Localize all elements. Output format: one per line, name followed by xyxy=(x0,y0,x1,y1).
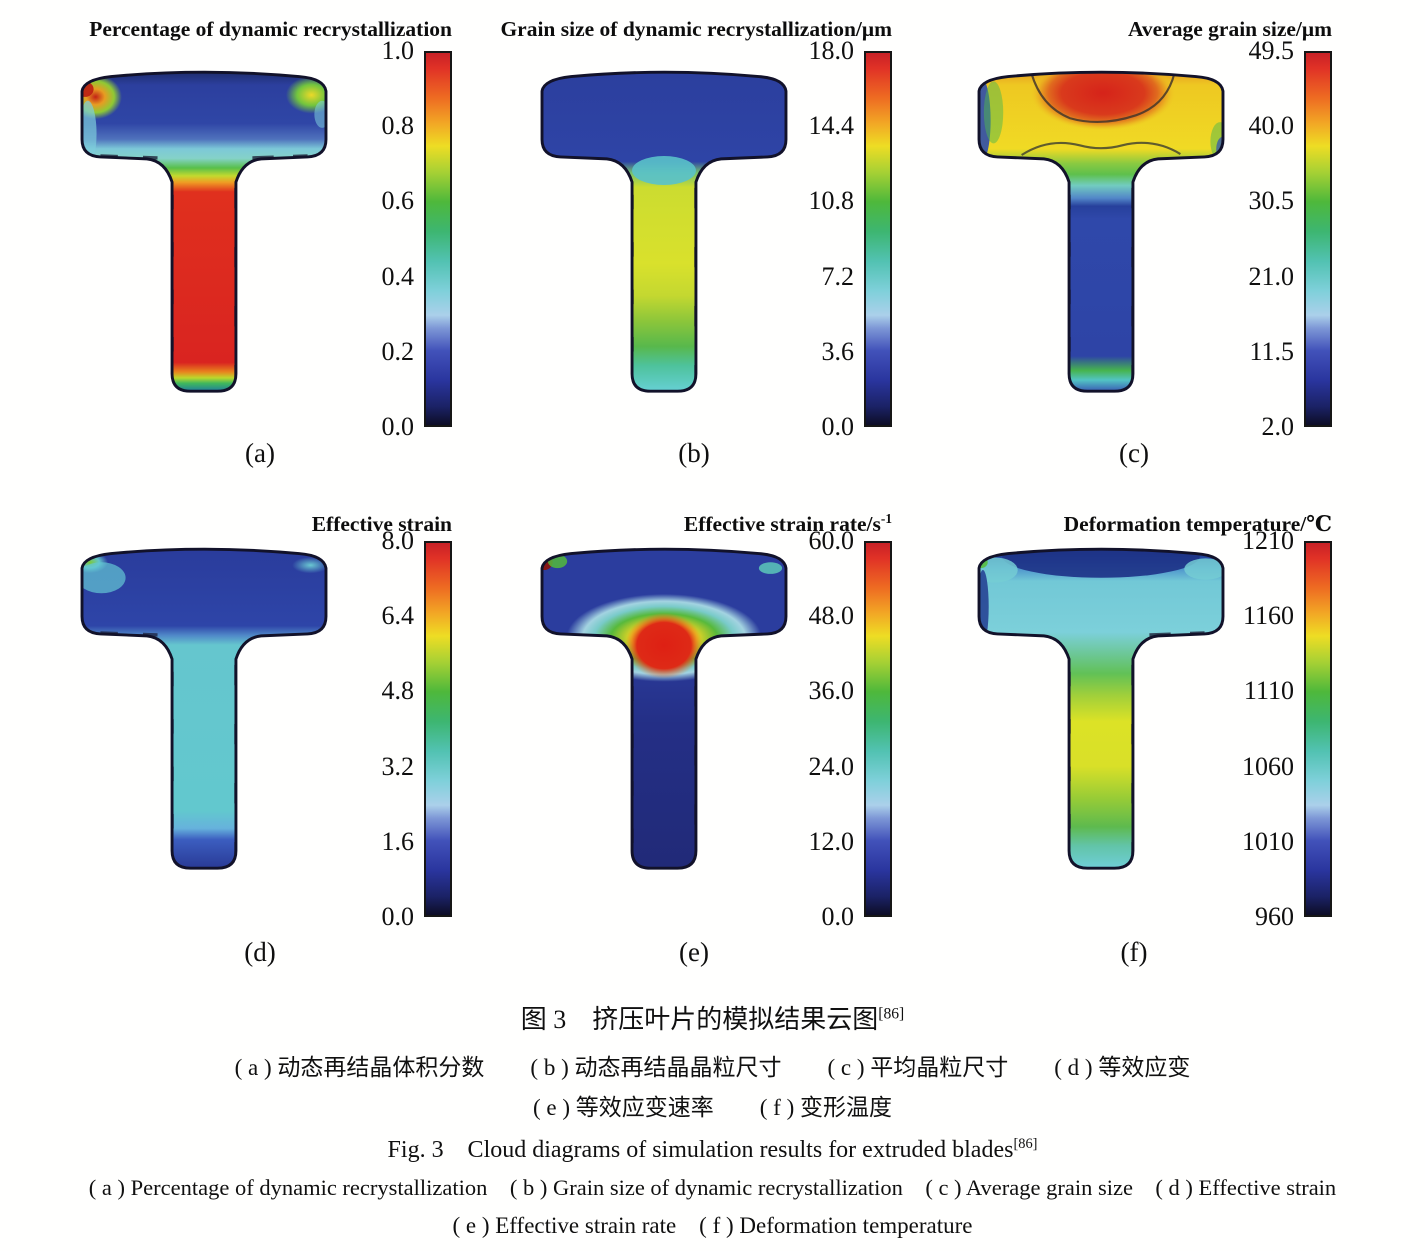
panel-letter-d: (d) xyxy=(244,937,276,967)
colorbar-tick: 1010 xyxy=(1242,826,1294,856)
panel-d: Effective strain xyxy=(60,505,460,977)
colorbar-tick: 11.5 xyxy=(1249,336,1294,366)
colorbar-tick: 30.5 xyxy=(1248,186,1295,216)
colorbar-ticks-f: 1210 1160 1110 1060 1010 960 xyxy=(1184,528,1294,930)
colorbar xyxy=(424,51,452,427)
panel-letter-a: (a) xyxy=(245,438,275,468)
colorbar-ticks-c: 49.5 40.0 30.5 21.0 11.5 2.0 xyxy=(1184,38,1295,440)
caption-en-subitems-2: ( e ) Effective strain rate ( f ) Deform… xyxy=(452,1213,973,1238)
colorbar-tick: 14.4 xyxy=(808,111,855,141)
colorbar xyxy=(1304,51,1332,427)
panel-title-e-sup: -1 xyxy=(880,511,892,526)
panel-title-e: Effective strain rate/s-1 xyxy=(683,511,892,537)
colorbar-tick: 0.6 xyxy=(381,186,415,216)
colorbar xyxy=(864,541,892,917)
colorbar-ticks-e: 60.0 48.0 36.0 24.0 12.0 0.0 xyxy=(744,528,855,930)
blade-contour-f xyxy=(977,547,1225,870)
caption-en-title: Fig. 3 Cloud diagrams of simulation resu… xyxy=(0,1129,1425,1164)
caption-zh-title-ref: [86] xyxy=(878,1005,905,1023)
panel-c: Average grain size/μm xyxy=(928,14,1340,484)
panel-title-c-text: Average grain size/μm xyxy=(1127,17,1332,42)
colorbar-tick: 1060 xyxy=(1242,751,1294,781)
panel-f: Deformation temperature/℃ xyxy=(928,505,1340,977)
blade-contour-c xyxy=(977,70,1225,393)
colorbar-tick: 0.8 xyxy=(381,111,415,141)
colorbar-tick: 1160 xyxy=(1242,601,1294,631)
colorbar-tick: 6.4 xyxy=(381,601,415,631)
panel-title-e-text: Effective strain rate/s xyxy=(683,512,881,537)
blade-contour-a xyxy=(80,70,328,393)
colorbar-tick: 2.0 xyxy=(1261,412,1295,441)
colorbar xyxy=(424,541,452,917)
caption-zh-title-text: 图 3 挤压叶片的模拟结果云图 xyxy=(520,1005,879,1034)
caption-zh-subitems-1: ( a ) 动态再结晶体积分数 ( b ) 动态再结晶晶粒尺寸 ( c ) 平均… xyxy=(234,1055,1191,1080)
caption-en-title-text: Fig. 3 Cloud diagrams of simulation resu… xyxy=(387,1137,1014,1163)
panel-title-b: Grain size of dynamic recrystallization/… xyxy=(500,17,892,42)
colorbar-tick: 8.0 xyxy=(381,526,415,555)
colorbar-ticks-a: 1.0 0.8 0.6 0.4 0.2 0.0 xyxy=(304,38,415,440)
colorbar-tick: 36.0 xyxy=(808,676,855,706)
panel-title-d: Effective strain xyxy=(312,512,452,537)
colorbar-tick: 3.2 xyxy=(381,751,415,781)
colorbar-tick: 10.8 xyxy=(808,186,855,216)
colorbar-tick: 0.0 xyxy=(821,902,855,931)
colorbar-tick: 1110 xyxy=(1243,676,1294,706)
colorbar xyxy=(1304,541,1332,917)
caption-zh-subitems-2: ( e ) 等效应变速率 ( f ) 变形温度 xyxy=(532,1095,892,1120)
colorbar-tick: 40.0 xyxy=(1248,111,1295,141)
colorbar-tick: 0.0 xyxy=(381,902,415,931)
colorbar-tick: 0.0 xyxy=(821,412,855,441)
panel-letter-c: (c) xyxy=(1119,438,1149,468)
colorbar-tick: 1.0 xyxy=(381,36,415,65)
colorbar-tick: 0.4 xyxy=(381,261,415,291)
panel-title-f-text: Deformation temperature/℃ xyxy=(1063,512,1332,537)
panel-title-b-text: Grain size of dynamic recrystallization/… xyxy=(500,17,892,42)
blade-contour-b xyxy=(540,70,788,393)
colorbar-tick: 18.0 xyxy=(808,36,855,65)
panel-title-a-text: Percentage of dynamic recrystallization xyxy=(89,17,452,42)
colorbar-tick: 24.0 xyxy=(808,751,855,781)
colorbar-ticks-d: 8.0 6.4 4.8 3.2 1.6 0.0 xyxy=(304,528,415,930)
panel-letter-f: (f) xyxy=(1120,937,1148,967)
panel-title-d-text: Effective strain xyxy=(311,512,452,537)
panel-a: Percentage of dynamic recrystallization xyxy=(60,14,460,484)
colorbar-ticks-b: 18.0 14.4 10.8 7.2 3.6 0.0 xyxy=(744,38,855,440)
colorbar-tick: 60.0 xyxy=(808,526,855,555)
blade-contour-e xyxy=(540,547,788,870)
colorbar-tick: 960 xyxy=(1255,902,1294,931)
colorbar xyxy=(864,51,892,427)
caption-en-subitems-1: ( a ) Percentage of dynamic recrystalliz… xyxy=(88,1175,1337,1200)
colorbar-tick: 3.6 xyxy=(821,336,855,366)
panel-title-c: Average grain size/μm xyxy=(1128,17,1332,42)
colorbar-tick: 48.0 xyxy=(808,601,855,631)
panel-e: Effective strain rate/s-1 xyxy=(488,505,900,977)
colorbar-tick: 21.0 xyxy=(1248,261,1295,291)
blade-contour-d xyxy=(80,547,328,870)
colorbar-tick: 0.0 xyxy=(381,412,415,441)
colorbar-tick: 49.5 xyxy=(1248,36,1295,65)
colorbar-tick: 12.0 xyxy=(808,826,855,856)
colorbar-tick: 4.8 xyxy=(381,676,415,706)
panel-letter-b: (b) xyxy=(678,438,710,468)
panel-b: Grain size of dynamic recrystallization/… xyxy=(488,14,900,484)
colorbar-tick: 7.2 xyxy=(821,261,855,291)
colorbar-tick: 1210 xyxy=(1242,526,1294,555)
panel-title-a: Percentage of dynamic recrystallization xyxy=(89,17,452,42)
colorbar-tick: 0.2 xyxy=(381,336,415,366)
colorbar-tick: 1.6 xyxy=(381,826,415,856)
caption-zh-title: 图 3 挤压叶片的模拟结果云图[86] xyxy=(0,999,1425,1036)
panel-letter-e: (e) xyxy=(679,937,709,967)
panel-title-f: Deformation temperature/℃ xyxy=(1064,512,1332,537)
caption-en-title-ref: [86] xyxy=(1013,1136,1038,1152)
